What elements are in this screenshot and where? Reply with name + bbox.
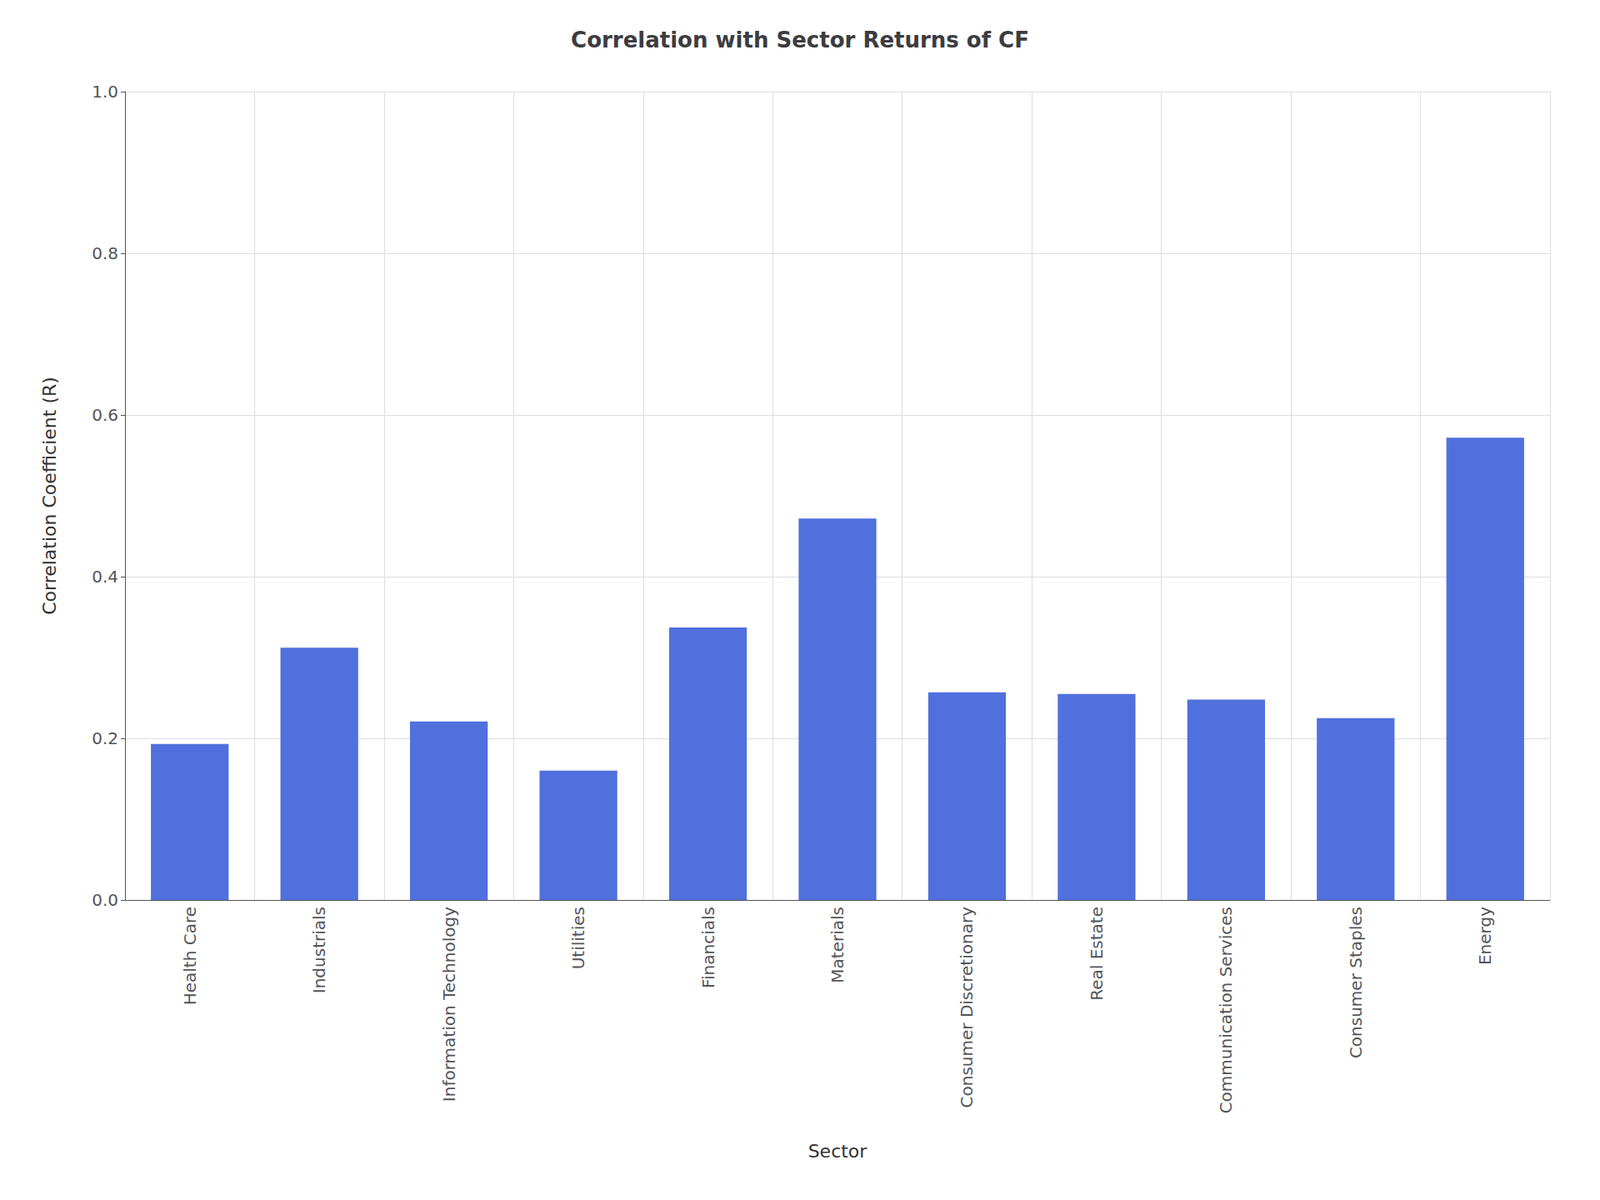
svg-text:0.2: 0.2 — [91, 728, 119, 749]
svg-text:Sector: Sector — [808, 1140, 869, 1162]
svg-text:1.0: 1.0 — [91, 81, 119, 102]
svg-text:Correlation with Sector Return: Correlation with Sector Returns of CF — [570, 27, 1030, 53]
svg-text:Consumer Discretionary: Consumer Discretionary — [956, 906, 977, 1109]
svg-text:Correlation Coefficient (R): Correlation Coefficient (R) — [39, 376, 60, 615]
svg-text:0.8: 0.8 — [91, 243, 119, 264]
svg-text:Financials: Financials — [698, 906, 719, 989]
svg-text:Communication Services: Communication Services — [1215, 906, 1236, 1114]
svg-text:Consumer Staples: Consumer Staples — [1345, 906, 1366, 1059]
svg-text:Materials: Materials — [827, 906, 848, 984]
svg-text:0.6: 0.6 — [91, 405, 119, 425]
svg-text:Health Care: Health Care — [180, 906, 200, 1005]
svg-text:Information Technology: Information Technology — [439, 906, 460, 1102]
svg-text:0.4: 0.4 — [91, 566, 119, 587]
svg-text:Energy: Energy — [1475, 906, 1495, 965]
svg-text:0.0: 0.0 — [91, 890, 119, 910]
svg-text:Utilities: Utilities — [568, 906, 589, 970]
svg-text:Real Estate: Real Estate — [1086, 906, 1107, 1001]
svg-text:Industrials: Industrials — [309, 906, 330, 994]
